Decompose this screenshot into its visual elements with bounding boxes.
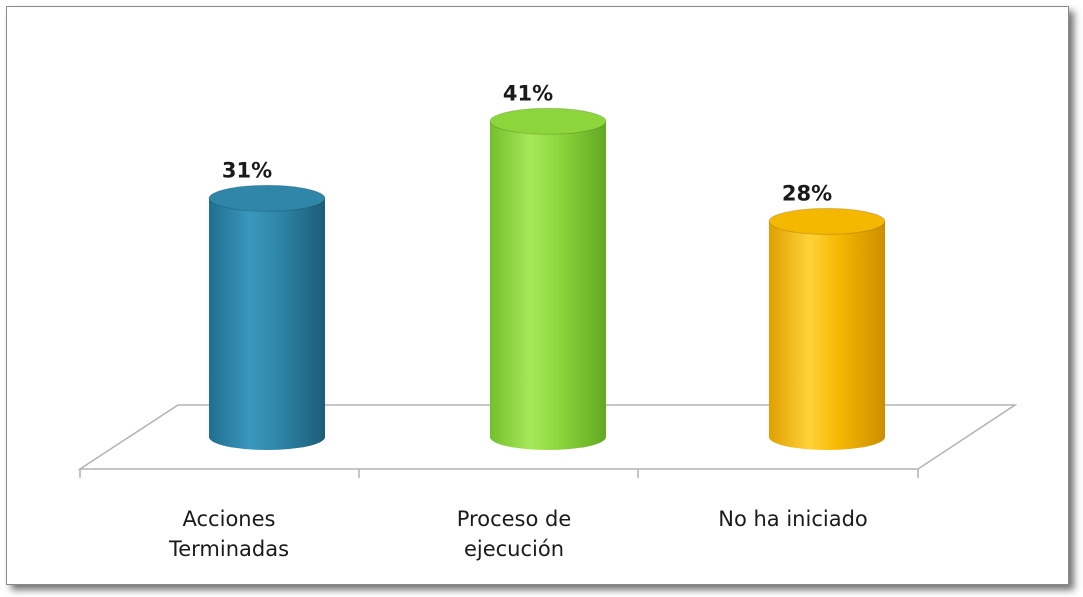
bar-top [489,107,607,135]
data-label: 41% [503,81,553,105]
category-label: Proceso de [457,507,572,531]
category-label: No ha iniciado [718,507,868,531]
data-label: 28% [782,181,832,205]
bar-body [209,198,325,450]
bar-body [490,121,606,451]
category-label: ejecución [464,537,564,561]
bar [768,207,886,450]
bar-top [208,184,326,212]
bar-top [768,207,886,235]
category-label: Acciones [183,507,276,531]
bar-body [769,221,885,450]
bar [489,107,607,451]
bar [208,184,326,450]
category-label: Terminadas [168,537,289,561]
data-label: 31% [222,158,272,182]
